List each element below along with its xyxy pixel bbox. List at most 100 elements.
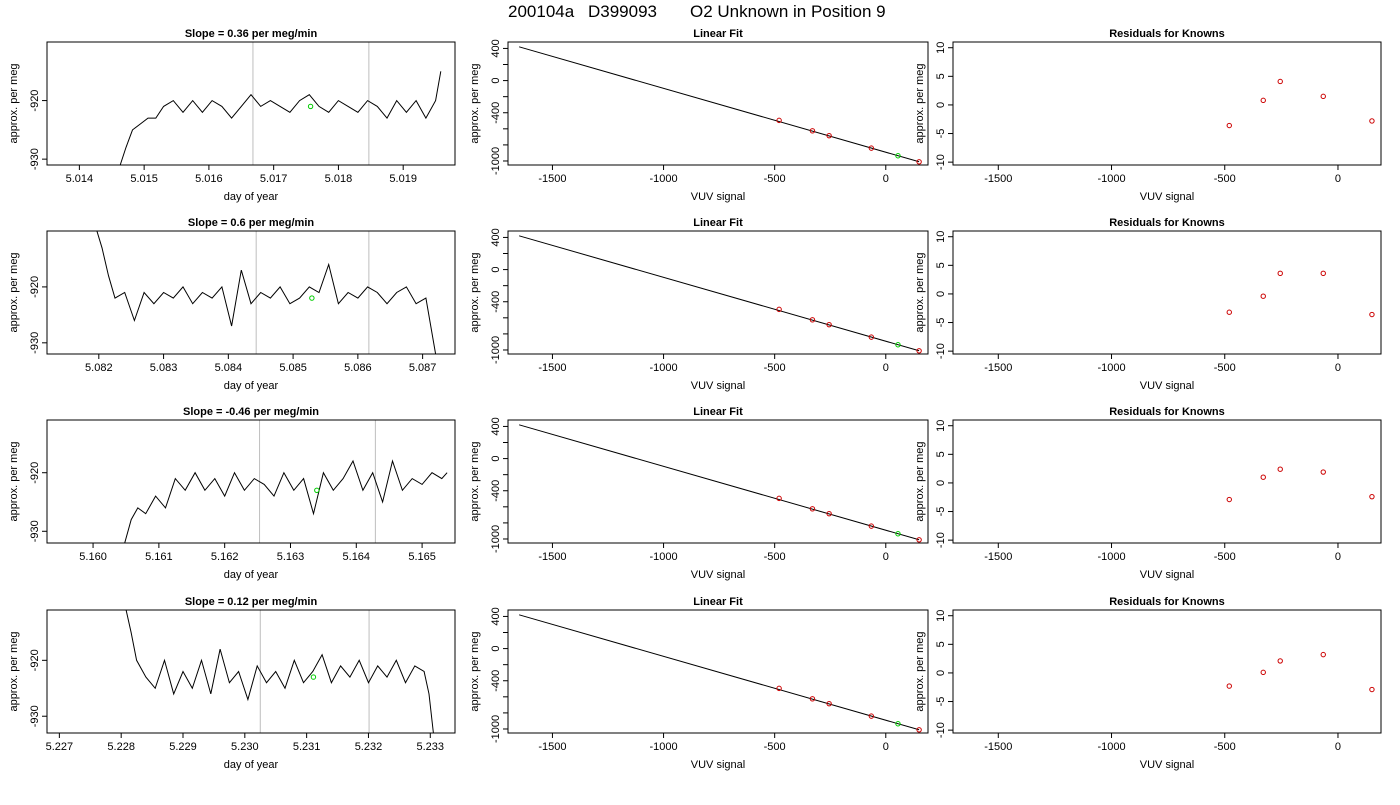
- signal-trace: [124, 459, 448, 543]
- plot-frame: [952, 230, 1382, 355]
- unknown-point: [895, 721, 901, 727]
- x-axis-label: day of year: [224, 569, 279, 581]
- known-point: [916, 727, 922, 733]
- residual-point: [1369, 311, 1375, 318]
- panel-r3-c3: Residuals for Knowns -1500 -1000 -500 0 -10 -5…: [914, 406, 1382, 581]
- x-tick-label: -500: [764, 551, 786, 563]
- fit-line: [518, 235, 920, 352]
- y-tick-label: -5: [935, 507, 947, 517]
- unknown-mean-point: [314, 487, 320, 493]
- known-point: [826, 132, 832, 139]
- x-tick-label: -500: [764, 362, 786, 374]
- x-tick-label: 0: [1335, 173, 1341, 185]
- x-tick-label: 5.015: [130, 173, 158, 185]
- x-tick-label: -500: [1214, 741, 1236, 753]
- known-point: [868, 523, 875, 529]
- y-tick-label: 0: [490, 646, 502, 652]
- y-tick-label: 5: [935, 451, 947, 457]
- x-tick-label: -1000: [649, 173, 677, 185]
- unknown-mean-point: [310, 674, 317, 680]
- panel-title: Residuals for Knowns: [1109, 28, 1225, 40]
- x-tick-label: -1000: [649, 741, 677, 753]
- known-point: [809, 317, 816, 323]
- x-tick-label: 5.018: [325, 173, 353, 185]
- x-tick-label: -1500: [538, 741, 566, 753]
- y-axis-label: approx. per meg: [469, 631, 481, 711]
- plot-frame: [46, 230, 456, 355]
- signal-trace: [96, 231, 437, 354]
- y-tick-label: -1000: [490, 525, 502, 553]
- known-point: [868, 713, 875, 719]
- plot-area: [119, 42, 442, 165]
- y-tick-label: -400: [490, 480, 502, 502]
- x-tick-label: -1500: [984, 362, 1012, 374]
- residual-point: [1369, 493, 1375, 500]
- y-axis-label: approx. per meg: [914, 441, 926, 521]
- y-tick-label: 5: [935, 641, 947, 647]
- x-tick-label: -1500: [984, 741, 1012, 753]
- fit-line: [518, 614, 920, 731]
- figure-title-description: O2 Unknown in Position 9: [690, 2, 886, 21]
- x-axis-label: VUV signal: [691, 759, 745, 771]
- x-tick-label: 5.163: [277, 551, 305, 563]
- x-tick-label: -1500: [984, 551, 1012, 563]
- y-axis-label: approx. per meg: [469, 252, 481, 332]
- y-tick-label: -5: [935, 129, 947, 139]
- y-tick-label: 10: [935, 231, 947, 243]
- panel-r1-c2: Linear Fit -1500 -1000 -500 0 -1000 -400 0 400 VU…: [469, 28, 929, 203]
- x-tick-label: 0: [1335, 741, 1341, 753]
- panel-title: Residuals for Knowns: [1109, 406, 1225, 418]
- panel-title: Slope = 0.6 per meg/min: [188, 217, 315, 229]
- residual-point: [1260, 669, 1266, 676]
- y-axis-label: approx. per meg: [8, 441, 20, 521]
- plot-area: [1226, 78, 1375, 129]
- panel-r1-c3: Residuals for Knowns -1500 -1000 -500 0 -10 -5…: [914, 28, 1382, 203]
- known-point: [868, 145, 875, 151]
- panel-r2-c1: Slope = 0.6 per meg/min 5.082 5.083 5.084 5.…: [8, 217, 456, 392]
- panel-title: Slope = 0.36 per meg/min: [185, 28, 318, 40]
- y-tick-label: 10: [935, 420, 947, 432]
- panel-title: Linear Fit: [693, 596, 743, 608]
- residual-point: [1260, 474, 1266, 480]
- y-axis-label: approx. per meg: [8, 63, 20, 143]
- x-tick-label: 5.165: [408, 551, 436, 563]
- x-tick-label: 5.232: [355, 741, 383, 753]
- x-tick-label: 5.233: [417, 741, 445, 753]
- y-tick-label: 0: [935, 480, 947, 486]
- y-tick-label: 10: [935, 42, 947, 54]
- x-tick-label: 5.229: [169, 741, 197, 753]
- known-point: [809, 506, 816, 512]
- residual-point: [1260, 97, 1266, 104]
- y-tick-label: -920: [29, 90, 41, 112]
- x-axis-label: VUV signal: [691, 380, 745, 392]
- known-point: [776, 495, 782, 502]
- x-tick-label: 5.231: [293, 741, 321, 753]
- y-tick-label: 0: [935, 102, 947, 108]
- known-point: [868, 334, 875, 340]
- known-point: [826, 321, 832, 328]
- y-tick-label: 0: [490, 78, 502, 84]
- x-tick-label: 5.019: [389, 173, 417, 185]
- x-tick-label: 5.084: [215, 362, 243, 374]
- x-tick-label: 5.016: [195, 173, 223, 185]
- x-tick-label: 0: [883, 173, 889, 185]
- panel-title: Linear Fit: [693, 217, 743, 229]
- x-tick-label: -1000: [649, 551, 677, 563]
- residual-point: [1320, 93, 1326, 100]
- panel-r1-c1: Slope = 0.36 per meg/min 5.014 5.015 5.016 5…: [8, 28, 456, 203]
- figure-title-run: 200104a: [508, 2, 575, 21]
- signal-trace: [125, 610, 434, 733]
- x-tick-label: 5.160: [79, 551, 107, 563]
- plot-frame: [507, 419, 929, 544]
- x-axis-label: day of year: [224, 380, 279, 392]
- y-tick-label: -10: [935, 722, 947, 738]
- plot-frame: [507, 609, 929, 734]
- x-tick-label: -500: [1214, 173, 1236, 185]
- plot-frame: [507, 230, 929, 355]
- y-tick-label: -930: [29, 148, 41, 170]
- x-tick-label: 0: [1335, 362, 1341, 374]
- x-tick-label: -1000: [1097, 173, 1125, 185]
- x-tick-label: 0: [883, 362, 889, 374]
